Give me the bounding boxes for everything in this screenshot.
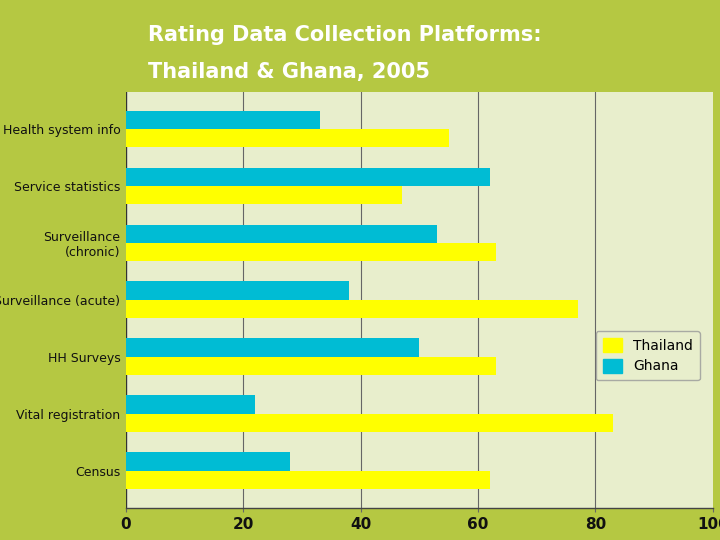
Bar: [126, 395, 255, 414]
Bar: [126, 339, 419, 356]
Bar: [126, 243, 495, 261]
Bar: [126, 111, 320, 129]
Bar: [126, 186, 402, 204]
Bar: [126, 453, 290, 470]
Bar: [126, 300, 578, 318]
Bar: [126, 414, 613, 432]
Bar: [126, 167, 490, 186]
Bar: [126, 225, 437, 243]
Bar: [126, 470, 490, 489]
Legend: Thailand, Ghana: Thailand, Ghana: [595, 332, 700, 380]
Bar: [126, 129, 449, 147]
Text: Rating Data Collection Platforms:: Rating Data Collection Platforms:: [148, 25, 541, 45]
Bar: [126, 356, 495, 375]
Text: Thailand & Ghana, 2005: Thailand & Ghana, 2005: [148, 62, 430, 83]
Bar: [126, 281, 349, 300]
